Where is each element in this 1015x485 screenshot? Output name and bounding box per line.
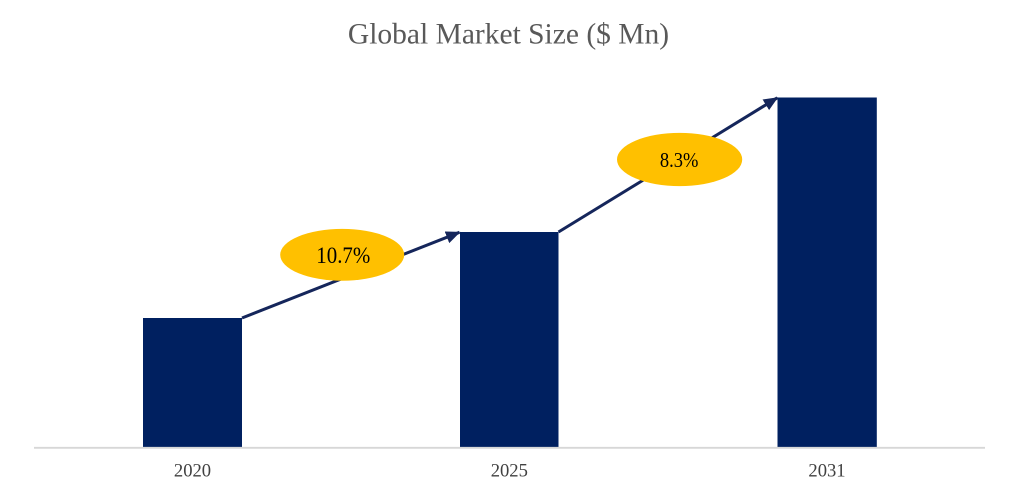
svg-text:2031: 2031 bbox=[808, 460, 845, 481]
svg-text:8.3%: 8.3% bbox=[660, 150, 699, 172]
svg-text:2025: 2025 bbox=[491, 460, 528, 481]
svg-text:2020: 2020 bbox=[174, 460, 211, 481]
svg-text:Global Market Size ($ Mn): Global Market Size ($ Mn) bbox=[348, 19, 669, 51]
svg-text:10.7%: 10.7% bbox=[316, 243, 370, 269]
